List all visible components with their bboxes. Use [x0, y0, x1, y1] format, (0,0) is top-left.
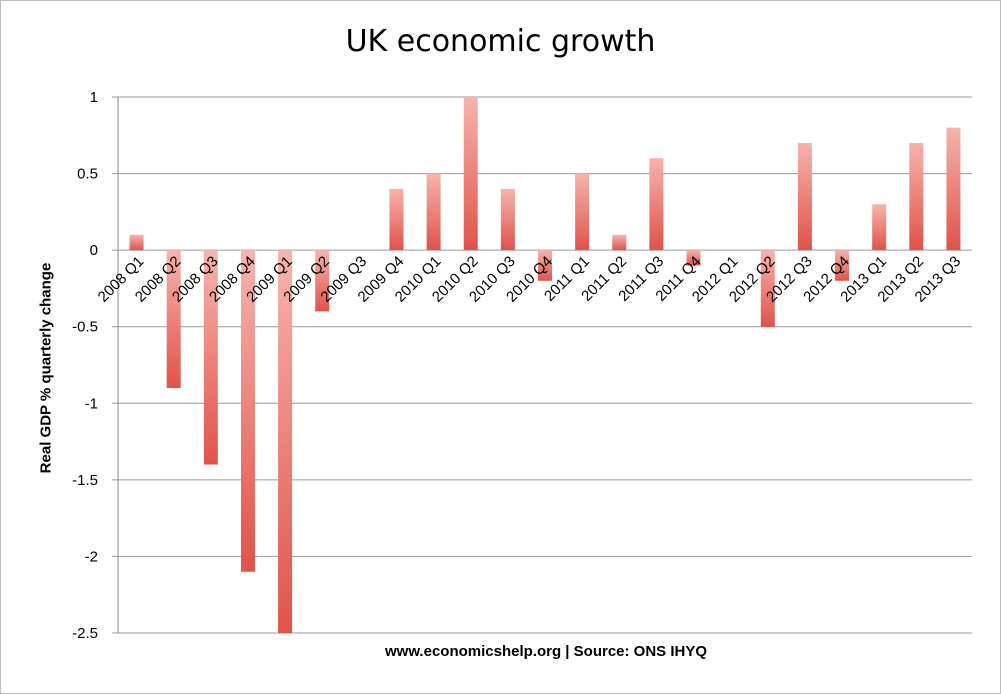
- bar-2010-q2: [463, 97, 478, 251]
- bar-2011-q4: [686, 250, 701, 266]
- bar-2008-q4: [240, 250, 255, 572]
- y-tick-labels: 1 0.5 0 -0.5 -1 -1.5 -2 -2.5: [72, 89, 98, 642]
- bar-2010-q1: [426, 173, 441, 251]
- bar-2009-q4: [389, 188, 404, 251]
- bar-2011-q2: [612, 234, 627, 251]
- bar-2013-q3: [946, 127, 961, 251]
- y-tick-label: -0.5: [72, 319, 98, 336]
- chart-title: UK economic growth: [345, 24, 656, 59]
- y-tick-label: 0.5: [77, 166, 98, 183]
- bar-2012-q4: [835, 250, 850, 281]
- bar-2008-q1: [129, 234, 144, 251]
- x-axis-label: www.economicshelp.org | Source: ONS IHYQ: [384, 643, 708, 660]
- bar-2013-q1: [872, 204, 887, 251]
- gridlines: [112, 96, 972, 634]
- bar-2010-q4: [538, 250, 552, 281]
- y-tick-label: -1: [85, 395, 98, 412]
- bar-2011-q3: [649, 158, 664, 251]
- bar-2012-q3: [797, 142, 812, 251]
- y-tick-label: 0: [90, 242, 98, 259]
- bar-2009-q1: [278, 250, 293, 633]
- bar-2013-q2: [909, 142, 924, 251]
- bar-2008-q2: [166, 250, 181, 388]
- bar-2011-q1: [575, 173, 590, 251]
- bar-2012-q2: [760, 250, 775, 327]
- bar-2009-q2: [315, 250, 330, 312]
- y-tick-label: -1.5: [72, 472, 98, 489]
- y-tick-label: 1: [90, 89, 98, 106]
- bars: [129, 97, 961, 633]
- y-tick-label: -2: [85, 548, 98, 565]
- bar-2010-q3: [500, 188, 515, 251]
- bar-2008-q3: [203, 250, 218, 465]
- y-tick-label: -2.5: [72, 625, 98, 642]
